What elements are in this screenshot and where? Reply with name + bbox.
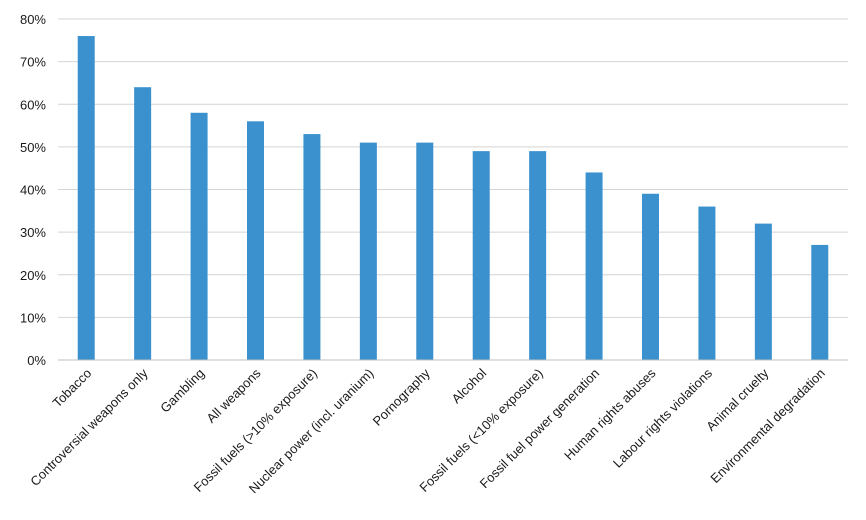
y-tick-label: 60% xyxy=(20,97,46,112)
y-tick-label: 10% xyxy=(20,310,46,325)
bar xyxy=(754,223,772,360)
y-tick-label: 70% xyxy=(20,55,46,70)
bar xyxy=(585,172,603,360)
x-category-label: Tobacco xyxy=(49,366,94,411)
bar xyxy=(77,36,95,361)
y-tick-label: 50% xyxy=(20,140,46,155)
x-category-label: Gambling xyxy=(157,366,207,416)
y-tick-label: 30% xyxy=(20,225,46,240)
y-tick-label: 80% xyxy=(20,12,46,27)
x-category-label: Labour rights violations xyxy=(610,365,715,470)
x-category-label: Alcohol xyxy=(449,365,490,406)
bar xyxy=(134,87,152,360)
x-category-label: Controversial weapons only xyxy=(27,365,151,489)
gridlines xyxy=(58,18,848,318)
bar xyxy=(472,151,490,360)
bar xyxy=(359,142,377,360)
bars xyxy=(77,36,829,361)
bar xyxy=(811,244,829,360)
x-category-label: Fossil fuel power generation xyxy=(477,366,603,492)
x-category-label: Human rights abuses xyxy=(561,365,659,463)
y-axis-tick-labels: 0% 10% 20% 30% 40% 50% 60% 70% 80% xyxy=(20,12,46,368)
y-tick-label: 40% xyxy=(20,183,46,198)
x-category-label: Pornography xyxy=(370,365,434,429)
y-tick-label: 0% xyxy=(27,353,46,368)
y-tick-label: 20% xyxy=(20,268,46,283)
bar xyxy=(416,142,434,360)
x-category-label: Nuclear power (incl. uranium) xyxy=(246,366,377,497)
bar xyxy=(247,121,264,360)
bar xyxy=(303,134,321,360)
x-category-label: Environmental degradation xyxy=(707,366,827,486)
bar xyxy=(642,193,659,360)
bar xyxy=(190,112,208,361)
bar xyxy=(698,206,716,360)
x-category-label: All weapons xyxy=(203,365,264,426)
bar xyxy=(529,151,547,360)
